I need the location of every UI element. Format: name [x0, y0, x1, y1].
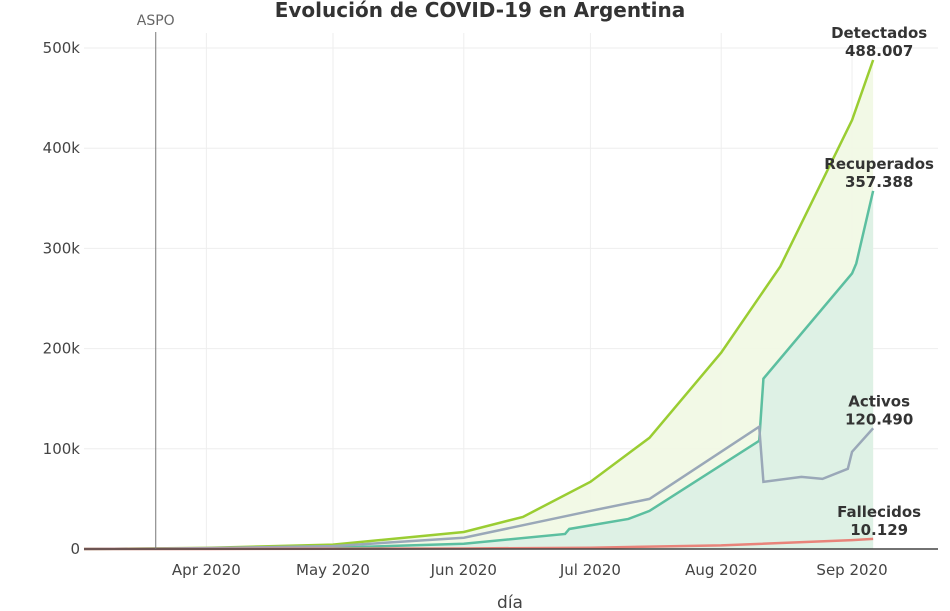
y-tick-label: 500k: [43, 39, 81, 57]
y-tick-label: 300k: [43, 239, 81, 257]
aspo-label: ASPO: [137, 13, 175, 29]
series-label-recuperados: Recuperados: [824, 155, 934, 173]
series-value-fallecidos: 10.129: [850, 521, 908, 539]
series-label-detectados: Detectados: [831, 24, 927, 42]
x-tick-label: May 2020: [296, 561, 370, 579]
x-tick-label: Jul 2020: [559, 561, 621, 579]
chart-title: Evolución de COVID-19 en Argentina: [275, 0, 686, 22]
y-tick-label: 200k: [43, 340, 81, 358]
x-tick-label: Sep 2020: [816, 561, 887, 579]
series-value-recuperados: 357.388: [845, 173, 913, 191]
x-tick-label: Jun 2020: [430, 561, 497, 579]
area-recuperados: [84, 190, 874, 549]
y-tick-label: 0: [70, 540, 80, 558]
x-tick-label: Aug 2020: [685, 561, 757, 579]
line-activos: [83, 424, 875, 551]
area-detectados: [84, 60, 874, 549]
series-value-activos: 120.490: [845, 410, 913, 428]
x-tick-label: Apr 2020: [172, 561, 241, 579]
x-axis-label: día: [497, 593, 523, 611]
y-tick-label: 400k: [43, 139, 81, 157]
series-label-activos: Activos: [848, 392, 910, 410]
y-tick-label: 100k: [43, 440, 81, 458]
series-value-detectados: 488.007: [845, 42, 913, 60]
series-label-fallecidos: Fallecidos: [837, 503, 921, 521]
